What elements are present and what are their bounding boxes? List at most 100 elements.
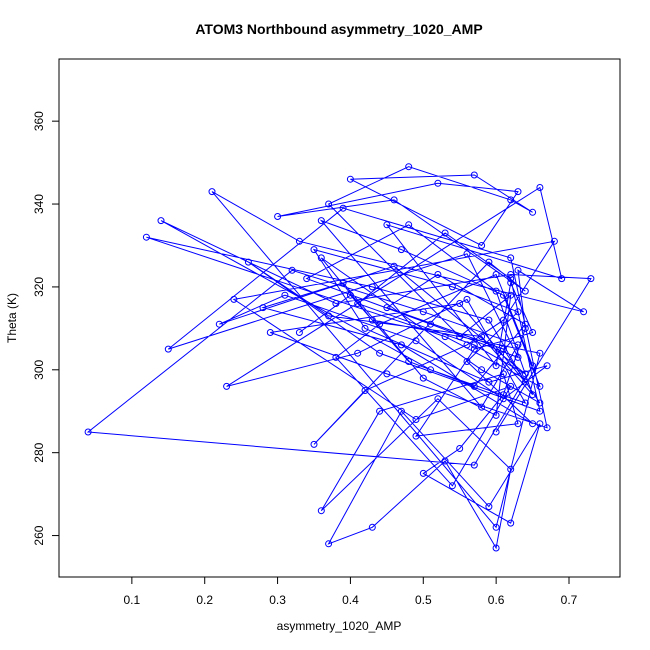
data-point xyxy=(536,420,544,428)
y-tick-label: 280 xyxy=(32,442,46,462)
data-point xyxy=(448,283,456,291)
data-point xyxy=(310,246,318,254)
data-point xyxy=(499,391,507,399)
data-point xyxy=(485,378,493,386)
data-point xyxy=(419,469,427,477)
data-point xyxy=(419,374,427,382)
data-point xyxy=(536,407,544,415)
y-tick-label: 340 xyxy=(32,194,46,214)
data-point xyxy=(507,382,515,390)
data-point xyxy=(354,300,362,307)
data-point xyxy=(346,175,354,183)
y-tick-label: 320 xyxy=(32,277,46,297)
data-point xyxy=(412,432,420,440)
data-point xyxy=(295,329,303,336)
data-point xyxy=(485,258,493,266)
data-point xyxy=(529,208,537,216)
data-point xyxy=(499,345,507,353)
x-axis-label: asymmetry_1020_AMP xyxy=(277,619,402,633)
plot-frame xyxy=(58,58,621,578)
data-point xyxy=(514,420,522,428)
x-tick-label: 0.6 xyxy=(488,593,505,607)
data-point xyxy=(223,382,231,390)
data-point xyxy=(478,333,486,341)
y-axis-label: Theta (K) xyxy=(5,293,19,343)
x-tick-label: 0.4 xyxy=(342,593,359,607)
data-point xyxy=(361,387,369,394)
data-point xyxy=(376,407,384,415)
data-point xyxy=(215,320,223,328)
data-point xyxy=(529,362,537,370)
data-point xyxy=(397,407,405,415)
data-point xyxy=(529,420,537,428)
data-point xyxy=(332,353,340,361)
data-point xyxy=(317,507,325,515)
x-tick-label: 0.7 xyxy=(561,593,578,607)
data-point xyxy=(383,370,391,378)
data-point xyxy=(164,345,172,353)
data-point xyxy=(521,320,529,328)
data-point xyxy=(325,540,333,548)
data-point xyxy=(492,523,500,531)
y-tick-label: 300 xyxy=(32,359,46,379)
data-point xyxy=(339,204,347,212)
y-tick-label: 260 xyxy=(32,525,46,545)
data-point xyxy=(456,300,464,307)
chart-title: ATOM3 Northbound asymmetry_1020_AMP xyxy=(195,21,482,37)
data-point xyxy=(536,349,544,357)
data-point xyxy=(470,171,478,179)
data-point xyxy=(499,316,507,324)
data-point xyxy=(383,221,391,229)
data-point xyxy=(507,465,515,473)
data-point xyxy=(405,163,413,171)
data-point xyxy=(507,271,515,278)
data-point xyxy=(288,266,296,274)
data-point xyxy=(507,275,515,283)
data-point xyxy=(397,341,405,349)
series-line xyxy=(86,166,592,550)
data-point xyxy=(405,221,413,229)
data-point xyxy=(470,345,478,353)
data-point xyxy=(478,242,486,249)
data-point xyxy=(84,428,92,436)
data-point xyxy=(514,266,522,274)
data-point xyxy=(478,366,486,374)
data-point xyxy=(390,262,398,270)
data-point xyxy=(456,445,464,452)
data-point xyxy=(295,237,303,245)
y-axis: 260 280 300 320 340 360 xyxy=(32,111,59,546)
data-point xyxy=(514,188,522,196)
data-point xyxy=(514,341,522,349)
data-point xyxy=(507,291,515,299)
data-point xyxy=(456,333,464,341)
data-point xyxy=(346,291,354,299)
data-point xyxy=(485,316,493,324)
data-point xyxy=(470,341,478,349)
data-point xyxy=(142,233,150,241)
data-point xyxy=(332,300,340,307)
data-point xyxy=(281,291,289,299)
data-point xyxy=(463,295,471,303)
series-layer xyxy=(84,163,595,552)
data-point xyxy=(317,254,325,262)
data-point xyxy=(470,382,478,390)
data-point xyxy=(427,320,435,328)
data-point xyxy=(536,399,544,407)
data-point xyxy=(325,312,333,320)
data-point xyxy=(587,275,595,283)
data-point xyxy=(339,279,347,287)
data-point xyxy=(543,424,551,432)
data-point xyxy=(325,200,333,208)
data-point xyxy=(521,370,529,378)
data-point xyxy=(405,358,413,365)
data-point xyxy=(536,184,544,191)
data-point xyxy=(434,271,442,278)
data-point xyxy=(499,395,507,403)
data-point xyxy=(521,399,529,407)
data-point xyxy=(397,246,405,254)
data-point xyxy=(463,358,471,365)
y-tick-label: 360 xyxy=(32,111,46,131)
data-point xyxy=(244,258,252,266)
data-point xyxy=(470,461,478,469)
